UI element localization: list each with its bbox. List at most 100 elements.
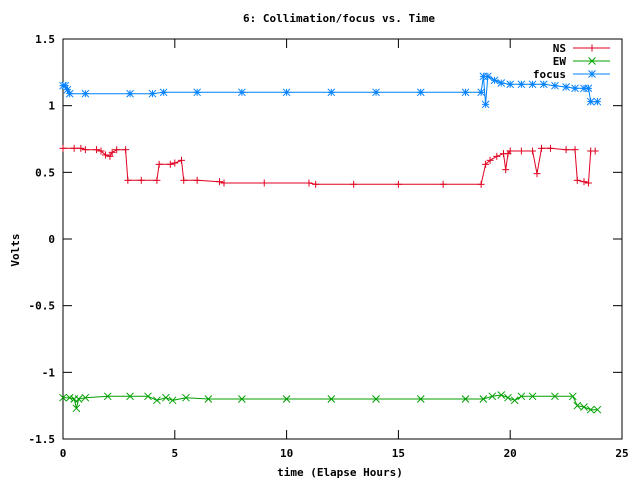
- y-tick-label: -1: [42, 366, 56, 379]
- y-tick-label: 1.5: [35, 33, 55, 46]
- data-point: [488, 392, 497, 401]
- y-tick-label: 0.5: [35, 166, 55, 179]
- data-point: [282, 88, 291, 97]
- y-tick-label: 0: [48, 233, 55, 246]
- data-point: [551, 392, 559, 401]
- data-point: [490, 76, 499, 85]
- data-point: [502, 166, 510, 174]
- data-point: [533, 170, 541, 178]
- y-axis-label: Volts: [9, 233, 22, 266]
- data-point: [593, 97, 602, 106]
- x-tick-label: 25: [615, 447, 628, 460]
- axes: -1.5 -1 -0.5 0 0.5 1 1.5 0 5 10 15 20 25: [29, 33, 629, 460]
- data-point: [586, 97, 595, 106]
- data-point: [481, 100, 490, 109]
- data-point: [65, 393, 74, 402]
- data-point: [591, 147, 599, 155]
- y-tick-label: 1: [48, 100, 55, 113]
- data-point: [529, 147, 537, 155]
- legend-marker: [588, 57, 596, 65]
- data-point: [497, 391, 506, 399]
- legend-label: NS: [553, 42, 566, 55]
- data-point: [108, 148, 116, 156]
- data-point: [312, 180, 320, 188]
- data-point: [148, 89, 157, 98]
- data-point: [171, 159, 179, 167]
- plot-frame: [62, 38, 623, 440]
- data-point: [573, 401, 582, 410]
- x-tick-label: 0: [60, 447, 67, 460]
- data-point: [153, 176, 161, 184]
- data-point: [166, 160, 174, 168]
- data-point: [137, 176, 145, 184]
- data-point: [506, 147, 514, 155]
- series-focus: [59, 72, 602, 109]
- data-point: [122, 146, 130, 154]
- data-point: [81, 393, 90, 402]
- data-point: [584, 179, 592, 187]
- data-point: [238, 395, 246, 403]
- data-point: [350, 180, 358, 188]
- data-point: [159, 88, 168, 97]
- data-point: [479, 395, 488, 403]
- data-point: [477, 88, 485, 97]
- data-point: [551, 81, 559, 90]
- data-point: [180, 176, 188, 184]
- data-point: [562, 146, 570, 154]
- data-point: [77, 144, 85, 152]
- data-point: [586, 405, 595, 414]
- data-point: [528, 80, 537, 89]
- data-point: [126, 89, 134, 98]
- data-point: [63, 85, 72, 94]
- legend-label: focus: [533, 68, 566, 81]
- data-point: [486, 156, 494, 164]
- data-point: [416, 395, 425, 403]
- data-point: [580, 403, 588, 411]
- data-point: [238, 88, 246, 97]
- x-tick-label: 5: [171, 447, 178, 460]
- data-point: [153, 396, 161, 405]
- x-tick-label: 20: [504, 447, 517, 460]
- data-point: [216, 178, 224, 186]
- data-point: [327, 88, 336, 97]
- data-point: [394, 180, 402, 188]
- data-point: [517, 392, 526, 401]
- data-point: [497, 79, 506, 87]
- data-point: [59, 144, 67, 152]
- data-point: [81, 89, 90, 98]
- data-point: [562, 83, 570, 91]
- legend-label: EW: [553, 55, 567, 68]
- data-point: [70, 144, 78, 152]
- data-point: [72, 404, 81, 413]
- data-point: [580, 178, 588, 186]
- data-point: [155, 160, 163, 168]
- data-point: [573, 176, 581, 184]
- data-point: [510, 396, 519, 405]
- data-point: [124, 176, 132, 184]
- data-point: [504, 393, 512, 402]
- data-point: [113, 146, 121, 154]
- data-point: [144, 392, 152, 401]
- series-ns: [59, 144, 599, 188]
- data-point: [193, 88, 202, 97]
- data-point: [372, 88, 380, 97]
- data-point: [568, 392, 577, 401]
- y-tick-label: -0.5: [29, 300, 56, 313]
- data-point: [182, 393, 190, 402]
- data-point: [327, 395, 336, 403]
- data-point: [493, 152, 501, 160]
- series-ew: [59, 391, 602, 414]
- data-point: [571, 84, 579, 93]
- data-point: [101, 151, 109, 159]
- data-point: [220, 179, 228, 187]
- data-point: [74, 395, 83, 403]
- data-point: [538, 144, 546, 152]
- data-point: [461, 395, 470, 403]
- data-point: [483, 72, 492, 81]
- data-point: [506, 80, 515, 89]
- series-layer: [59, 72, 602, 414]
- data-point: [461, 88, 470, 97]
- data-point: [162, 393, 170, 402]
